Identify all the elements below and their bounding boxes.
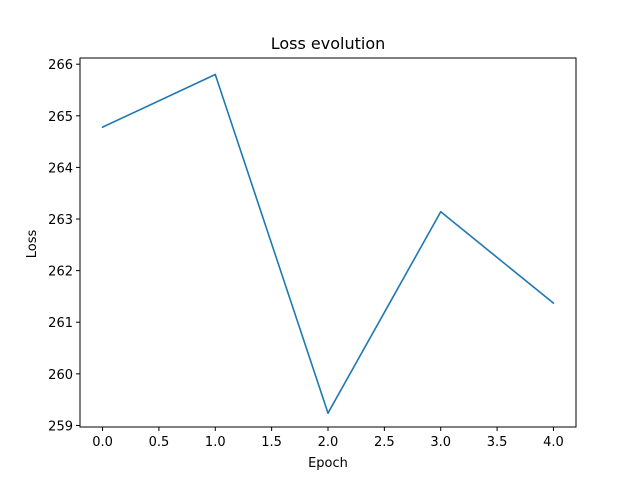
y-tick-label: 266: [48, 58, 73, 73]
y-tick-label: 264: [48, 161, 73, 176]
y-tick-label: 259: [48, 419, 73, 434]
data-point: [327, 412, 329, 414]
x-tick-label: 3.0: [430, 435, 451, 450]
y-tick-label: 260: [48, 368, 73, 383]
data-point: [552, 302, 555, 304]
y-tick-label: 265: [48, 110, 73, 125]
x-tick-label: 4.0: [543, 435, 564, 450]
plot-frame: [79, 57, 577, 428]
x-tick-label: 2.0: [318, 435, 339, 450]
x-axis: 0.0 0.5 1.0 1.5 2.0 2.5 3.0 3.5 4.0: [92, 427, 564, 450]
y-axis-label: Loss: [25, 230, 40, 259]
x-tick-label: 1.0: [205, 435, 226, 450]
y-tick-label: 262: [48, 265, 73, 280]
x-tick-label: 2.5: [374, 435, 395, 450]
data-point: [214, 73, 217, 76]
y-tick-label: 261: [48, 316, 73, 331]
data-point: [439, 210, 442, 213]
x-tick-label: 1.5: [261, 435, 282, 450]
x-axis-label: Epoch: [308, 456, 348, 471]
x-tick-label: 0.0: [92, 435, 113, 450]
x-tick-label: 0.5: [149, 435, 170, 450]
x-tick-label: 3.5: [487, 435, 508, 450]
data-point: [101, 126, 104, 128]
series-line: [102, 73, 554, 414]
series-group: [101, 73, 555, 414]
y-axis: 259 260 261 262 263 264 265 266: [48, 58, 80, 434]
y-tick-label: 263: [48, 213, 73, 228]
chart-title: Loss evolution: [271, 34, 386, 53]
